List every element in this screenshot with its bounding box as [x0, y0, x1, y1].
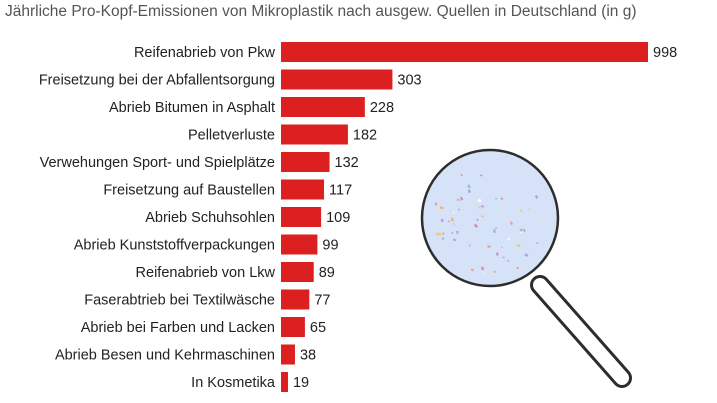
particle	[469, 244, 471, 247]
bars-layer: Reifenabrieb von Pkw 998 Freisetzung bei d…	[39, 42, 677, 392]
value-label: 998	[653, 45, 677, 61]
particle	[470, 268, 475, 272]
value-label: 117	[329, 183, 352, 199]
particle	[442, 232, 445, 235]
particle	[476, 218, 479, 222]
particle	[534, 194, 539, 199]
bar	[281, 207, 322, 227]
value-label: 132	[335, 155, 359, 171]
particle	[501, 246, 503, 249]
particle	[487, 245, 491, 248]
bar	[281, 97, 365, 117]
particle	[507, 238, 510, 241]
particle	[524, 253, 529, 257]
particle	[434, 202, 438, 206]
particle	[478, 206, 481, 209]
bar	[281, 124, 348, 145]
bar	[281, 317, 305, 337]
category-label: Abrieb bei Farben und Lacken	[81, 320, 275, 336]
particle	[519, 209, 523, 213]
particle	[450, 217, 455, 222]
category-label: In Kosmetika	[191, 375, 276, 391]
particle	[440, 218, 444, 223]
particle	[451, 231, 454, 234]
particle	[457, 208, 460, 211]
lens	[420, 148, 560, 288]
particle	[520, 228, 523, 232]
bar	[281, 42, 648, 62]
particle	[459, 196, 464, 201]
particle	[460, 173, 463, 177]
particle	[522, 228, 526, 233]
particle	[441, 237, 445, 241]
value-label: 89	[319, 265, 335, 281]
particle	[507, 259, 510, 262]
value-label: 228	[370, 100, 394, 116]
particle	[495, 227, 497, 229]
particle	[458, 198, 461, 202]
particle	[481, 215, 484, 218]
particle	[509, 221, 514, 226]
bar	[281, 344, 295, 365]
value-label: 38	[300, 348, 316, 364]
particle	[493, 229, 496, 233]
bar	[281, 372, 288, 392]
category-label: Abrieb Bitumen in Asphalt	[109, 100, 275, 116]
particle	[477, 199, 481, 203]
chart-title: Jährliche Pro-Kopf-Emissionen von Mikrop…	[5, 3, 637, 20]
particle	[435, 232, 440, 237]
particle	[516, 266, 520, 270]
particle	[473, 223, 479, 228]
bar	[281, 152, 330, 172]
particle	[452, 238, 457, 242]
particle	[439, 206, 444, 210]
bar	[281, 234, 318, 255]
particle	[528, 207, 531, 210]
particle	[495, 198, 498, 200]
particle	[447, 220, 450, 223]
value-label: 65	[310, 320, 326, 336]
particle	[467, 184, 471, 189]
category-label: Verwehungen Sport- und Spielplätze	[40, 155, 275, 171]
bar	[281, 179, 325, 200]
category-label: Reifenabrieb von Lkw	[136, 265, 276, 281]
particle	[483, 272, 486, 275]
particle	[480, 205, 484, 208]
category-label: Abrieb Besen und Kehrmaschinen	[55, 348, 275, 364]
value-label: 109	[326, 210, 350, 226]
value-label: 182	[353, 128, 377, 144]
particle	[520, 231, 523, 234]
particle	[453, 211, 455, 214]
category-label: Freisetzung auf Baustellen	[103, 183, 275, 199]
particle	[456, 198, 459, 201]
value-label: 99	[322, 238, 338, 254]
particle	[467, 189, 471, 194]
particle	[500, 197, 504, 200]
particle	[536, 242, 539, 244]
particle	[480, 174, 483, 177]
particle	[438, 232, 442, 236]
category-label: Freisetzung bei der Abfallentsorgung	[39, 73, 275, 89]
value-label: 19	[293, 375, 309, 391]
particle	[495, 252, 499, 256]
particle	[481, 266, 484, 271]
magnifying-glass-icon	[420, 148, 632, 388]
particle	[493, 270, 497, 274]
value-label: 303	[397, 73, 421, 89]
particle	[516, 243, 521, 248]
bar	[281, 69, 393, 90]
category-label: Faserabtrieb bei Textilwäsche	[84, 293, 275, 309]
particle	[456, 230, 459, 234]
bar	[281, 262, 314, 282]
category-label: Abrieb Schuhsohlen	[145, 210, 275, 226]
category-label: Abrieb Kunststoffverpackungen	[74, 238, 275, 254]
value-label: 77	[314, 293, 330, 309]
category-label: Pelletverluste	[188, 128, 275, 144]
handle	[533, 278, 629, 385]
particle	[453, 223, 455, 225]
bar	[281, 289, 310, 310]
particle	[502, 256, 505, 259]
category-label: Reifenabrieb von Pkw	[134, 45, 276, 61]
